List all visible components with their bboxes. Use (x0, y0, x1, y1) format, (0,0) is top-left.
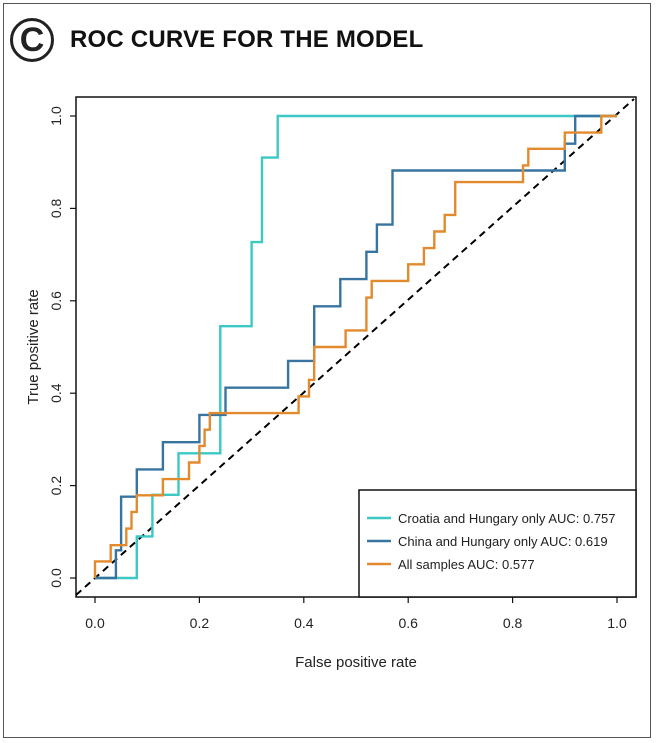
y-axis: 0.0 0.2 0.4 0.6 0.8 1.0 (48, 106, 76, 588)
legend: Croatia and Hungary only AUC: 0.757 China… (358, 489, 637, 598)
y-tick-label: 1.0 (48, 106, 64, 126)
x-axis-label: False positive rate (295, 654, 417, 671)
series-line-1 (95, 114, 617, 580)
y-tick-label: 0.6 (48, 291, 64, 311)
y-tick-label: 0.0 (48, 568, 64, 588)
legend-label-1: Croatia and Hungary only AUC: 0.757 (398, 511, 616, 526)
chart-title: ROC CURVE FOR THE MODEL (70, 26, 424, 53)
y-tick-label: 0.2 (48, 476, 64, 496)
y-axis-label: True positive rate (25, 289, 42, 404)
x-axis: 0.0 0.2 0.4 0.6 0.8 1.0 (85, 597, 627, 631)
x-tick-label: 1.0 (607, 615, 627, 631)
series-line-2 (95, 114, 617, 580)
series-line-3 (93, 114, 617, 578)
legend-box (358, 489, 637, 598)
x-tick-label: 0.0 (85, 615, 105, 631)
series-layer (93, 114, 617, 580)
y-tick-label: 0.8 (48, 198, 64, 218)
y-tick-label: 0.4 (48, 383, 64, 403)
figure-header: C ROC CURVE FOR THE MODEL (10, 18, 424, 62)
figure-frame (3, 3, 651, 738)
x-tick-label: 0.6 (398, 615, 418, 631)
reference-diagonal-line (75, 98, 635, 596)
x-tick-label: 0.2 (190, 615, 210, 631)
panel-letter-badge: C (10, 18, 54, 62)
x-tick-label: 0.4 (294, 615, 314, 631)
plot-area-border (75, 96, 637, 598)
legend-label-2: China and Hungary only AUC: 0.619 (398, 534, 608, 549)
x-tick-label: 0.8 (503, 615, 523, 631)
legend-label-3: All samples AUC: 0.577 (398, 557, 535, 572)
